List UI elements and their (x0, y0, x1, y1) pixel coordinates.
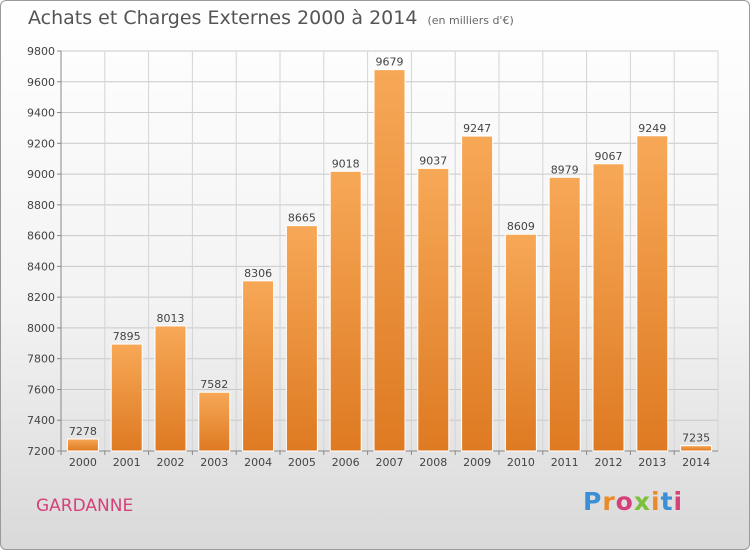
title-main: Achats et Charges Externes 2000 à 2014 (28, 7, 418, 29)
data-label: 9067 (595, 150, 623, 163)
data-label: 8306 (244, 267, 272, 280)
y-tick-label: 9600 (27, 76, 55, 89)
bar (110, 343, 143, 452)
y-tick-label: 8800 (27, 199, 55, 212)
bar (592, 163, 625, 452)
bar (417, 167, 450, 452)
bar (242, 280, 275, 452)
x-tick-label: 2012 (595, 456, 623, 469)
x-tick-label: 2007 (376, 456, 404, 469)
data-label: 9679 (376, 56, 404, 69)
x-tick-label: 2004 (244, 456, 272, 469)
place-label: GARDANNE (36, 496, 134, 516)
data-label: 7278 (69, 425, 97, 438)
x-tick-label: 2014 (682, 456, 710, 469)
y-tick-label: 7800 (27, 353, 55, 366)
data-label: 7582 (200, 378, 228, 391)
y-tick-label: 7200 (27, 445, 55, 458)
data-label: 9249 (638, 122, 666, 135)
data-label: 7895 (113, 330, 141, 343)
x-tick-label: 2008 (419, 456, 447, 469)
data-label: 8665 (288, 212, 316, 225)
data-label: 7235 (682, 432, 710, 445)
y-tick-label: 9000 (27, 168, 55, 181)
y-tick-label: 7600 (27, 383, 55, 396)
x-tick-label: 2010 (507, 456, 535, 469)
chart-title: Achats et Charges Externes 2000 à 2014 (e… (28, 7, 514, 29)
y-tick-label: 9400 (27, 107, 55, 120)
y-tick-label: 8000 (27, 322, 55, 335)
bar (504, 233, 537, 452)
x-tick-label: 2006 (332, 456, 360, 469)
x-tick-label: 2011 (551, 456, 579, 469)
y-tick-label: 9200 (27, 137, 55, 150)
data-label: 8609 (507, 220, 535, 233)
data-labels: 7278 7895 8013 7582 8306 8665 9018 9679 9037 9247… (69, 56, 710, 445)
data-label: 9018 (332, 157, 360, 170)
y-tick-label: 9800 (27, 45, 55, 58)
bar (154, 325, 187, 452)
y-tick-label: 7400 (27, 414, 55, 427)
bar (548, 176, 581, 452)
y-tick-label: 8600 (27, 230, 55, 243)
data-label: 9037 (419, 154, 447, 167)
x-tick-label: 2013 (638, 456, 666, 469)
x-tick-label: 2000 (69, 456, 97, 469)
x-tick-label: 2003 (200, 456, 228, 469)
data-label: 8013 (157, 312, 185, 325)
bars (66, 69, 713, 452)
bar (636, 135, 669, 452)
data-label: 9247 (463, 122, 491, 135)
proxiti-logo: Proxiti (583, 487, 684, 516)
y-tick-label: 8400 (27, 260, 55, 273)
bar (198, 391, 231, 452)
data-label: 8979 (551, 163, 579, 176)
x-tick-label: 2001 (113, 456, 141, 469)
bar (680, 445, 713, 452)
x-tick-label: 2005 (288, 456, 316, 469)
bar (373, 69, 406, 452)
x-tick-label: 2002 (157, 456, 185, 469)
bar (329, 170, 362, 452)
x-tick-label: 2009 (463, 456, 491, 469)
bar (285, 225, 318, 452)
bar (66, 438, 99, 452)
title-unit: (en milliers d'€) (427, 14, 514, 27)
y-tick-label: 8200 (27, 291, 55, 304)
bar (461, 135, 494, 452)
